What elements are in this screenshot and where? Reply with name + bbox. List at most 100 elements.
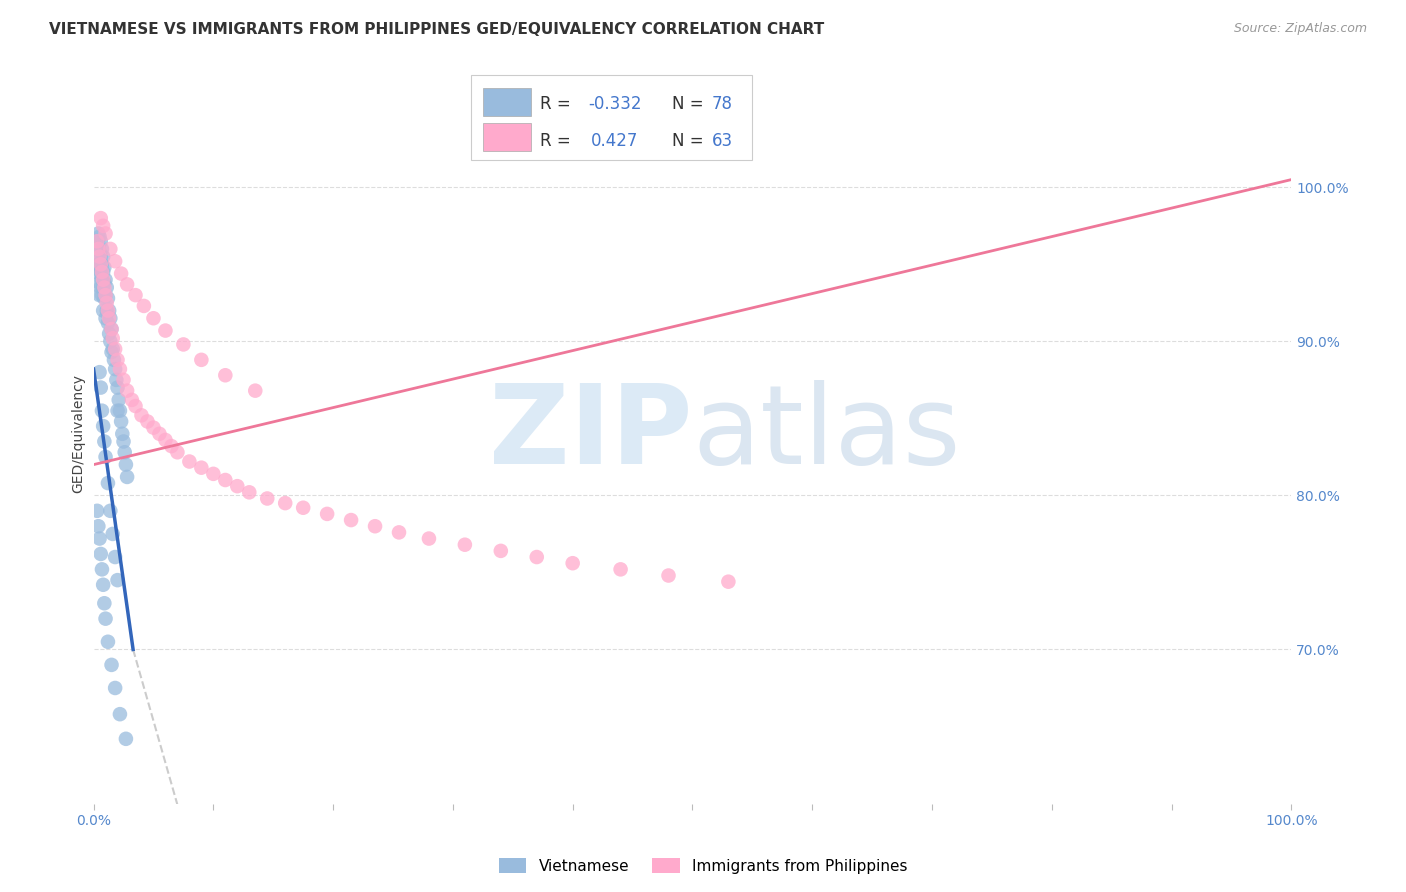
Text: 63: 63	[711, 132, 733, 150]
Point	[388, 525, 411, 540]
Point	[160, 439, 183, 453]
Point	[107, 392, 129, 407]
Text: VIETNAMESE VS IMMIGRANTS FROM PHILIPPINES GED/EQUIVALENCY CORRELATION CHART: VIETNAMESE VS IMMIGRANTS FROM PHILIPPINE…	[49, 22, 824, 37]
Point	[110, 267, 132, 281]
Point	[91, 562, 114, 576]
Point	[104, 342, 127, 356]
Point	[115, 384, 138, 398]
Point	[148, 426, 170, 441]
Point	[226, 479, 249, 493]
Point	[87, 257, 110, 271]
Point	[94, 288, 117, 302]
Point	[90, 234, 112, 248]
Point	[100, 657, 122, 672]
Point	[100, 322, 122, 336]
Point	[155, 433, 177, 447]
Point	[93, 280, 115, 294]
Point	[86, 504, 108, 518]
Point	[91, 257, 114, 271]
Point	[114, 445, 136, 459]
Point	[172, 337, 194, 351]
Point	[96, 296, 118, 310]
Text: N =: N =	[672, 132, 709, 150]
Point	[110, 414, 132, 428]
FancyBboxPatch shape	[482, 123, 530, 152]
Point	[136, 414, 159, 428]
Point	[104, 549, 127, 564]
Point	[214, 368, 236, 383]
Point	[364, 519, 387, 533]
Point	[526, 549, 548, 564]
Point	[97, 476, 120, 491]
Point	[90, 250, 112, 264]
Point	[115, 458, 138, 472]
Point	[89, 288, 111, 302]
Point	[238, 485, 260, 500]
Point	[112, 373, 135, 387]
Point	[91, 419, 114, 434]
Text: 78: 78	[711, 95, 733, 113]
Point	[89, 250, 111, 264]
Point	[142, 420, 165, 434]
Point	[90, 211, 112, 226]
Point	[111, 426, 134, 441]
Point	[202, 467, 225, 481]
Point	[91, 578, 114, 592]
Point	[104, 362, 127, 376]
Point	[93, 596, 115, 610]
Point	[101, 331, 124, 345]
Point	[86, 242, 108, 256]
Point	[91, 242, 114, 256]
Point	[657, 568, 679, 582]
Point	[97, 291, 120, 305]
Point	[214, 473, 236, 487]
Point	[155, 324, 177, 338]
Point	[100, 322, 122, 336]
Point	[96, 303, 118, 318]
Point	[142, 311, 165, 326]
Point	[93, 276, 115, 290]
Point	[97, 303, 120, 318]
Point	[91, 303, 114, 318]
Text: R =: R =	[540, 95, 576, 113]
Point	[112, 434, 135, 449]
Point	[87, 227, 110, 241]
Point	[104, 681, 127, 695]
Point	[90, 257, 112, 271]
Point	[190, 352, 212, 367]
Point	[89, 245, 111, 260]
Point	[90, 280, 112, 294]
Point	[100, 345, 122, 359]
Point	[98, 242, 121, 256]
Point	[108, 362, 131, 376]
Point	[121, 392, 143, 407]
Point	[101, 527, 124, 541]
Text: ZIP: ZIP	[489, 380, 692, 487]
Point	[107, 352, 129, 367]
Point	[717, 574, 740, 589]
Point	[94, 612, 117, 626]
Point	[94, 311, 117, 326]
Point	[131, 409, 153, 423]
Point	[103, 352, 125, 367]
Point	[489, 544, 512, 558]
Point	[107, 573, 129, 587]
Point	[115, 470, 138, 484]
Text: -0.332: -0.332	[588, 95, 641, 113]
Text: Source: ZipAtlas.com: Source: ZipAtlas.com	[1233, 22, 1367, 36]
Point	[340, 513, 363, 527]
Y-axis label: GED/Equivalency: GED/Equivalency	[72, 375, 86, 493]
Text: atlas: atlas	[692, 380, 960, 487]
Text: 0.427: 0.427	[591, 132, 638, 150]
Point	[89, 229, 111, 244]
Point	[91, 273, 114, 287]
FancyBboxPatch shape	[471, 75, 752, 161]
Text: R =: R =	[540, 132, 582, 150]
Point	[124, 399, 146, 413]
Point	[89, 532, 111, 546]
Point	[89, 365, 111, 379]
Point	[245, 384, 267, 398]
Legend: Vietnamese, Immigrants from Philippines: Vietnamese, Immigrants from Philippines	[492, 852, 914, 880]
Point	[179, 454, 201, 468]
Point	[166, 445, 188, 459]
